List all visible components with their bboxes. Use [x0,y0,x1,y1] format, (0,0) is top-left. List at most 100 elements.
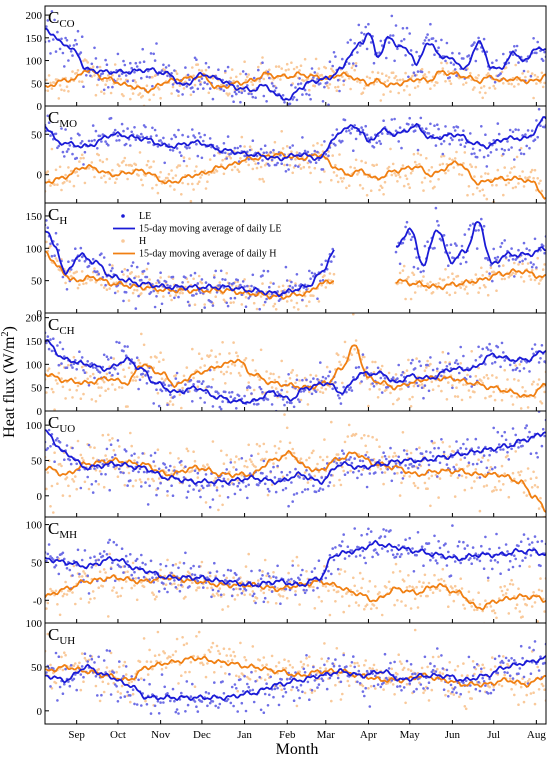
le-point [429,22,432,26]
le-point [475,247,479,250]
le-point [526,129,530,132]
h-point [478,91,482,94]
le-point [96,466,99,469]
h-point [518,363,522,366]
h-point [352,313,355,316]
h-point [309,171,312,175]
le-point [299,390,303,393]
h-point [488,86,491,90]
le-point [177,128,180,132]
h-point [272,571,275,574]
le-point [148,484,151,488]
h-point [382,688,385,691]
h-point [369,685,373,688]
h-point [508,582,512,586]
h-point [475,476,479,480]
h-point [407,182,410,186]
le-point [319,279,322,283]
le-point [186,135,190,138]
le-point [288,470,292,474]
panel-label-main: C [48,519,59,538]
le-point [113,128,117,132]
h-point [481,381,485,385]
h-point [324,66,328,70]
h-point [164,471,168,474]
le-point [434,206,438,210]
le-point [352,62,355,65]
le-point [430,552,434,555]
le-point [433,124,436,127]
le-point [135,356,139,360]
h-point [380,186,384,189]
le-point [347,458,351,461]
h-point [517,379,520,382]
le-point [405,26,409,30]
h-point [354,158,358,162]
le-point [345,390,348,394]
le-point [425,127,428,130]
le-point [425,36,428,39]
le-point [208,505,212,509]
h-point [133,288,136,292]
h-point [63,592,66,596]
le-point [496,255,500,259]
le-point [500,434,504,438]
le-point [458,138,461,142]
le-point [197,79,201,82]
h-point [169,294,172,298]
h-point [347,604,351,608]
le-point [433,534,436,538]
h-point [102,380,106,384]
le-point [503,359,507,362]
le-point [46,447,50,450]
h-point [358,571,362,575]
h-point [189,199,193,203]
h-point [458,695,461,699]
h-point [207,648,211,652]
h-point [411,169,414,172]
h-point [156,391,160,395]
h-point [341,180,344,183]
h-point [262,303,266,307]
h-point [159,276,162,279]
le-point [180,154,183,157]
le-point [54,132,58,136]
le-point [280,388,284,392]
le-point [140,132,143,136]
h-point [302,165,306,169]
h-point [78,160,81,163]
le-point [235,407,238,410]
h-point [453,584,457,588]
le-point [83,652,87,655]
h-point [481,96,485,100]
le-point [145,275,149,279]
h-point [251,590,255,593]
le-point [358,132,362,136]
h-point [387,165,391,169]
h-point [56,482,59,486]
h-point [87,601,91,604]
h-point [239,72,242,76]
h-point [470,605,474,608]
le-point [508,363,512,367]
le-point [170,484,173,488]
le-point [484,133,487,136]
h-point [58,613,62,617]
le-point [477,446,480,449]
h-point [134,81,138,84]
h-point [47,367,51,370]
le-point [349,456,352,459]
h-point [379,467,383,471]
le-point [124,665,128,668]
le-point [142,60,146,63]
h-point [111,168,114,172]
h-point [80,270,84,273]
h-point [402,579,406,583]
h-point [244,459,248,463]
h-point [104,180,107,184]
h-point [537,507,541,510]
h-point [539,400,542,403]
h-point [404,71,407,75]
h-point [155,659,158,663]
